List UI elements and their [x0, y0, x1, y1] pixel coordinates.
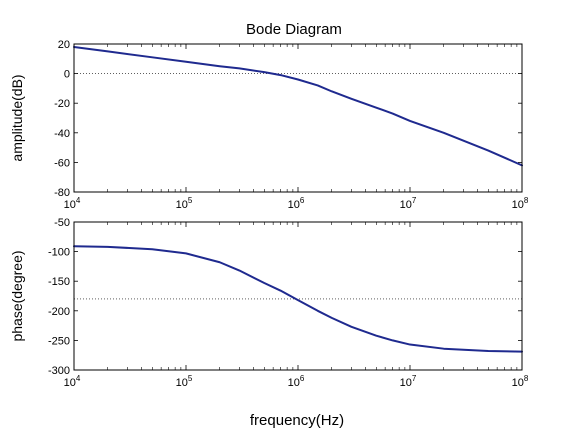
- phase-xtick-label: 107: [400, 374, 417, 389]
- phase-axis-label: phase(degree): [9, 250, 25, 341]
- phase-ytick-label: -250: [48, 335, 70, 347]
- phase-series-line: [73, 245, 523, 353]
- phase-ytick-label: -150: [48, 276, 70, 288]
- chart-title: Bode Diagram: [246, 21, 342, 38]
- amplitude-axis-label: amplitude(dB): [9, 74, 25, 161]
- phase-axes-frame: [73, 221, 523, 371]
- phase-xtick-label: 106: [288, 374, 305, 389]
- amplitude-xtick-label: 105: [176, 196, 193, 211]
- amplitude-ytick-label: -20: [54, 98, 70, 110]
- frequency-axis-label: frequency(Hz): [250, 412, 344, 429]
- amplitude-xtick-label: 108: [512, 196, 529, 211]
- amplitude-ytick-label: -60: [54, 157, 70, 169]
- phase-xtick-label: 108: [512, 374, 529, 389]
- amplitude-ytick-label: 0: [64, 69, 70, 81]
- amplitude-ytick-label: 20: [58, 39, 70, 51]
- amplitude-xtick-label: 104: [64, 196, 81, 211]
- phase-ytick-label: -100: [48, 247, 70, 259]
- phase-ytick-label: -200: [48, 306, 70, 318]
- amplitude-xtick-label: 107: [400, 196, 417, 211]
- amplitude-series-line: [73, 45, 523, 167]
- amplitude-xtick-label: 106: [288, 196, 305, 211]
- phase-ytick-label: -50: [54, 217, 70, 229]
- phase-xtick-label: 104: [64, 374, 81, 389]
- amplitude-ytick-label: -40: [54, 128, 70, 140]
- phase-xtick-label: 105: [176, 374, 193, 389]
- phase-ytick-label: -300: [48, 365, 70, 377]
- amplitude-ytick-label: -80: [54, 187, 70, 199]
- amplitude-axes-frame: [73, 43, 523, 193]
